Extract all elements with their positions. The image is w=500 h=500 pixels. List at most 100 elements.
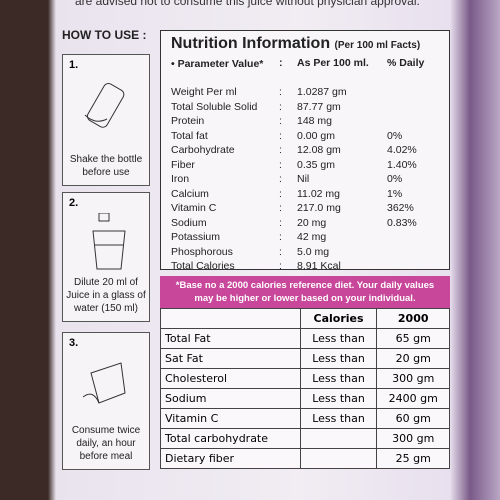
table-cell: Dietary fiber — [160, 448, 301, 469]
nutrition-cell: 0% — [387, 129, 403, 142]
nutrition-cell: : — [279, 245, 282, 258]
table-row: Sodium Less than 2400 gm — [160, 388, 450, 409]
nutrition-cell: 0% — [387, 173, 403, 185]
drink-icon — [82, 362, 126, 404]
header-cell: • Parameter Value* — [171, 58, 264, 70]
nutrition-cell: 42 mg — [297, 231, 327, 243]
table-cell: Vitamin C — [160, 408, 301, 429]
nutrition-cell: 5.0 mg — [297, 245, 330, 258]
table-cell: Sodium — [160, 388, 301, 409]
nutrition-cell: 11.02 mg — [297, 187, 340, 200]
header-cell: Calories — [299, 308, 378, 329]
header-cell: 2000 — [376, 308, 450, 329]
nutrition-cell: : — [279, 216, 282, 229]
nutrition-cell: 12.08 gm — [297, 144, 341, 156]
nutrition-cell: 0.35 gm — [297, 158, 335, 171]
nutrition-cell: : — [279, 115, 282, 127]
nutrition-cell: Nil — [297, 173, 310, 185]
nutrition-cell: 1% — [387, 187, 403, 200]
step-text: Dilute 20 ml of Juice in a glass of wate… — [66, 277, 146, 314]
nutrition-cell: 362% — [387, 202, 414, 214]
bottle-icon — [84, 83, 125, 128]
nutrition-cell: : — [279, 158, 282, 171]
step-text: Consume twice daily, an hour before meal — [71, 425, 141, 462]
step-number: 3. — [69, 337, 79, 349]
nutrition-cell: : — [279, 100, 282, 113]
nutrition-cell: : — [279, 187, 282, 200]
table-row: Total carbohydrate 300 gm — [160, 428, 450, 449]
nutrition-cell: 87.77 gm — [297, 100, 341, 113]
table-cell: Less than — [299, 328, 378, 349]
nutrition-cell: 8.91 Kcal — [297, 260, 341, 272]
nutrition-cell: Total Soluble Solid — [171, 100, 258, 113]
nutrition-cell: Vitamin C — [171, 202, 217, 214]
table-cell: Cholesterol — [160, 368, 301, 389]
table-row: Total Fat Less than 65 gm — [160, 328, 450, 349]
table-cell: Less than — [299, 348, 378, 369]
table-cell — [299, 448, 378, 469]
table-cell: 2400 gm — [376, 388, 450, 409]
header-cell: % Daily — [387, 57, 425, 69]
nutrition-cell: Weight Per ml — [171, 86, 237, 98]
table-cell: 60 gm — [376, 408, 450, 429]
nutrition-cell: Sodium — [171, 216, 207, 229]
nutrition-cell: Total fat — [171, 129, 208, 142]
table-cell — [299, 428, 378, 449]
nutrition-box: Nutrition Information (Per 100 ml Facts)… — [160, 30, 450, 272]
table-cell: Less than — [299, 368, 378, 389]
nutrition-cell: 0.83% — [387, 216, 417, 229]
nutrition-cell: Carbohydrate — [171, 144, 235, 156]
nutrition-cell: 1.40% — [387, 158, 417, 171]
table-header: Calories 2000 — [160, 308, 450, 329]
header-cell: : — [279, 57, 283, 69]
nutrition-cell: : — [279, 202, 282, 214]
step-box: 1. Shake the bottle before use — [62, 54, 150, 186]
glass-icon — [92, 213, 126, 270]
subtitle: (Per 100 ml Facts) — [334, 40, 421, 51]
nutrition-cell: Calcium — [171, 187, 209, 200]
nutrition-cell: : — [279, 86, 282, 98]
nutrition-cell: 0.00 gm — [297, 129, 335, 142]
table-cell: 20 gm — [376, 348, 450, 369]
step-number: 2. — [69, 197, 79, 209]
table-row: Sat Fat Less than 20 gm — [160, 348, 450, 369]
header-cell: As Per 100 ml. — [297, 57, 369, 69]
top-note: are advised not to consume this juice wi… — [75, 0, 420, 8]
table-cell: Total Fat — [160, 328, 301, 349]
daily-note: *Base no a 2000 calories reference diet.… — [160, 276, 450, 308]
table-cell: Total carbohydrate — [160, 428, 301, 449]
table-cell: 300 gm — [376, 428, 450, 449]
header-cell — [160, 308, 301, 329]
nutrition-cell: 4.02% — [387, 144, 417, 156]
title: Nutrition Information — [171, 35, 331, 52]
nutrition-cell: 148 mg — [297, 115, 333, 127]
nutrition-cell: Total Calories — [171, 260, 235, 272]
table-row: Vitamin C Less than 60 gm — [160, 408, 450, 429]
table-cell: Sat Fat — [160, 348, 301, 369]
nutrition-cell: 217.0 mg — [297, 202, 341, 214]
nutrition-cell: 1.0287 gm — [297, 86, 347, 98]
table-cell: Less than — [299, 388, 378, 409]
table-cell: Less than — [299, 408, 378, 429]
table-cell: 65 gm — [376, 328, 450, 349]
nutrition-cell: : — [279, 231, 282, 243]
nutrition-title: Nutrition Information (Per 100 ml Facts) — [171, 35, 420, 53]
nutrition-cell: : — [279, 129, 282, 142]
step-box: 2. Dilute 20 ml of Juice in a glass of w… — [62, 192, 150, 322]
nutrition-cell: Phosphorous — [171, 245, 233, 258]
nutrition-cell: Protein — [171, 115, 205, 127]
nutrition-cell: Iron — [171, 173, 190, 185]
daily-table: Calories 2000 Total Fat Less than 65 gm Sat F… — [160, 308, 450, 469]
step-text: Shake the bottle before use — [69, 154, 143, 178]
table-cell: 25 gm — [376, 448, 450, 469]
nutrition-cell: : — [279, 144, 282, 156]
nutrition-cell: : — [279, 173, 282, 185]
table-row: Dietary fiber 25 gm — [160, 448, 450, 469]
how-to-use-title: HOW TO USE : — [62, 28, 147, 42]
nutrition-cell: Fiber — [171, 158, 195, 171]
nutrition-cell: Potassium — [171, 231, 221, 243]
step-box: 3. Consume twice daily, an hour before m… — [62, 332, 150, 470]
table-row: Cholesterol Less than 300 gm — [160, 368, 450, 389]
table-cell: 300 gm — [376, 368, 450, 389]
